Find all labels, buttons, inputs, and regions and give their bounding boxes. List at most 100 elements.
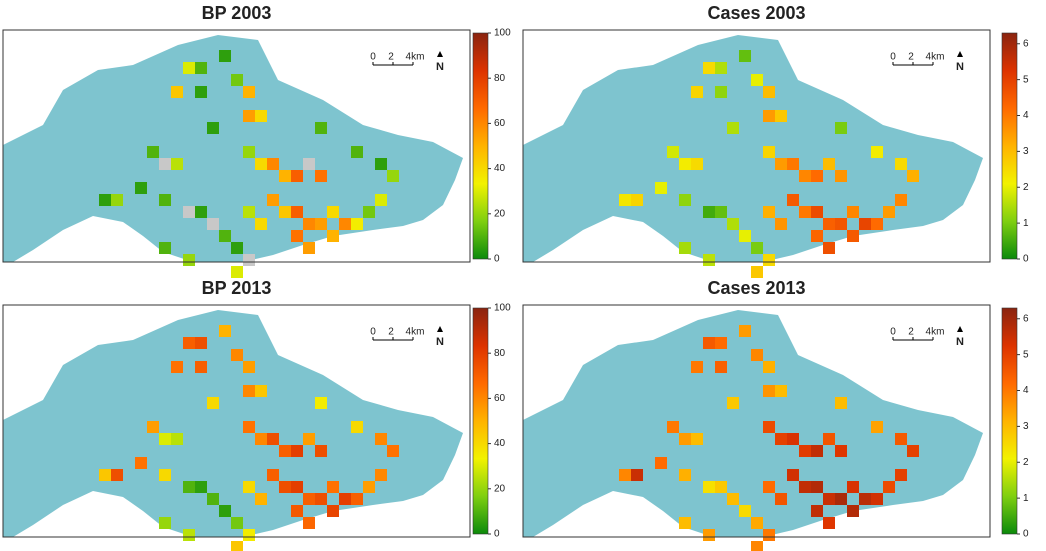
cell	[679, 469, 691, 481]
scale-label: 2	[908, 327, 914, 338]
cell	[823, 158, 835, 170]
scale-label: 2	[388, 52, 394, 63]
cell	[715, 86, 727, 98]
cell	[183, 206, 195, 218]
north-arrow	[957, 51, 963, 57]
cell	[751, 74, 763, 86]
cell	[619, 194, 631, 206]
cell	[679, 517, 691, 529]
cell	[787, 158, 799, 170]
cell	[267, 433, 279, 445]
cell	[823, 242, 835, 254]
cell	[703, 206, 715, 218]
cell	[207, 218, 219, 230]
cell	[111, 469, 123, 481]
cell	[339, 218, 351, 230]
cell	[147, 421, 159, 433]
cell	[243, 146, 255, 158]
cell	[291, 230, 303, 242]
cell	[243, 529, 255, 541]
cell	[207, 122, 219, 134]
cell	[811, 505, 823, 517]
scale-label: 4km	[406, 327, 425, 338]
cell	[267, 194, 279, 206]
cell	[763, 421, 775, 433]
map-title: Cases 2003	[707, 3, 805, 23]
cell	[835, 493, 847, 505]
cell	[703, 529, 715, 541]
cell	[339, 493, 351, 505]
cell	[751, 541, 763, 551]
cell	[111, 194, 123, 206]
cell	[763, 361, 775, 373]
map-panel: 0 2 4km N 0 1 2 3 4 5 6	[522, 29, 1029, 278]
cell	[195, 206, 207, 218]
colorbar-label: 100	[494, 28, 511, 39]
cell	[799, 206, 811, 218]
scale-label: 2	[388, 327, 394, 338]
cell	[279, 206, 291, 218]
cell	[655, 182, 667, 194]
cell	[291, 170, 303, 182]
cell	[823, 218, 835, 230]
cell	[255, 493, 267, 505]
cell	[775, 493, 787, 505]
cell	[763, 206, 775, 218]
map-panel: 0 2 4km N 0 20 40 60 80 100	[2, 303, 511, 551]
cell	[195, 86, 207, 98]
cell	[811, 230, 823, 242]
cell	[619, 469, 631, 481]
cell	[159, 194, 171, 206]
cell	[703, 337, 715, 349]
cell	[387, 170, 399, 182]
cell	[739, 230, 751, 242]
cell	[799, 170, 811, 182]
cell	[655, 457, 667, 469]
frame	[2, 304, 471, 538]
cell	[315, 122, 327, 134]
cell	[231, 517, 243, 529]
cell	[327, 230, 339, 242]
frame	[522, 304, 991, 538]
north-label: N	[956, 336, 964, 348]
cell	[667, 421, 679, 433]
cell	[847, 230, 859, 242]
cell	[171, 158, 183, 170]
cell	[231, 541, 243, 551]
cell	[183, 254, 195, 266]
cell	[739, 325, 751, 337]
cell	[799, 445, 811, 457]
land	[3, 310, 463, 537]
cell	[351, 493, 363, 505]
cell	[219, 230, 231, 242]
cell	[871, 218, 883, 230]
cell	[679, 433, 691, 445]
cell	[835, 445, 847, 457]
cell	[895, 158, 907, 170]
cell	[195, 481, 207, 493]
north-arrow	[437, 51, 443, 57]
cell	[159, 158, 171, 170]
cell	[159, 433, 171, 445]
land	[523, 35, 983, 262]
cell	[183, 337, 195, 349]
scale-label: 0	[370, 327, 376, 338]
cell	[375, 194, 387, 206]
cell	[715, 361, 727, 373]
colorbar	[1001, 307, 1018, 535]
cell	[871, 421, 883, 433]
cell	[171, 86, 183, 98]
cell	[243, 481, 255, 493]
cell	[327, 481, 339, 493]
cell	[303, 493, 315, 505]
cell	[763, 385, 775, 397]
cell	[727, 218, 739, 230]
scale-label: 0	[890, 327, 896, 338]
cell	[231, 242, 243, 254]
cell	[775, 110, 787, 122]
cell	[171, 361, 183, 373]
cell	[631, 194, 643, 206]
colorbar-label: 2	[1023, 457, 1029, 468]
cell	[375, 433, 387, 445]
